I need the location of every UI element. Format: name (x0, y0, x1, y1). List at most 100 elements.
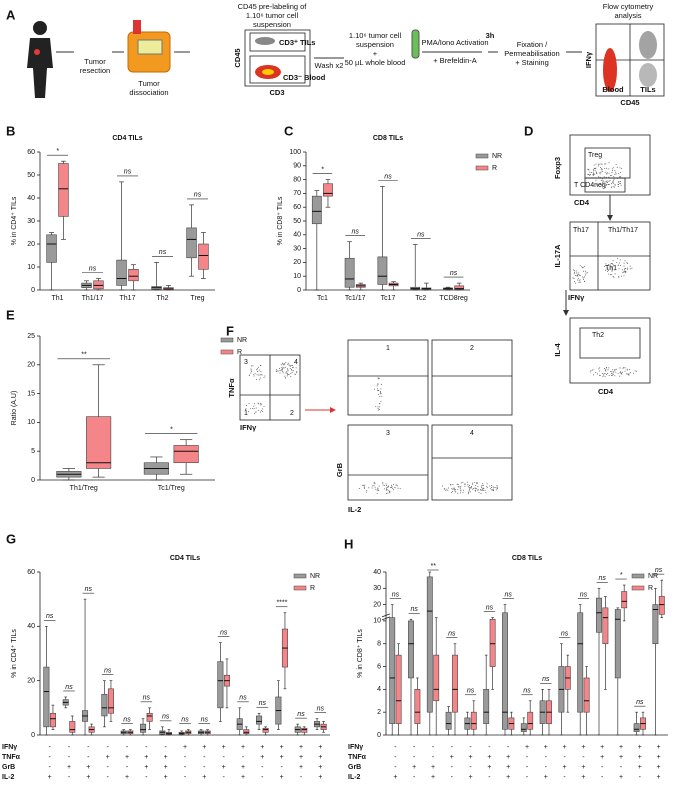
event-dot (288, 364, 290, 366)
combo-sign: + (657, 754, 661, 761)
quadrant-label: 1 (244, 410, 248, 417)
event-dot (284, 375, 286, 377)
combo-sign: - (451, 764, 454, 771)
box (502, 612, 508, 730)
gate (579, 327, 641, 359)
event-dot (258, 403, 260, 405)
combo-sign: + (657, 744, 661, 751)
event-dot (291, 365, 293, 367)
event-dot (277, 370, 279, 372)
event-dot (468, 492, 470, 494)
event-dot (608, 367, 610, 369)
event-dot (586, 272, 588, 274)
tube (133, 20, 141, 34)
event-dot (252, 365, 254, 367)
event-dot (604, 167, 606, 169)
y-tick-label: 2 (377, 709, 381, 716)
y-tick-label: 30 (373, 585, 381, 592)
box (198, 243, 209, 270)
event-dot (592, 175, 594, 177)
box (140, 723, 147, 733)
event-dot (377, 408, 379, 410)
event-dot (620, 167, 622, 169)
combo-sign: + (280, 754, 284, 761)
combo-sign: + (581, 774, 585, 781)
event-dot (627, 268, 629, 270)
event-dot (382, 482, 384, 484)
box (243, 729, 250, 734)
y-tick-label: 70 (293, 190, 301, 197)
event-dot (583, 278, 585, 280)
chart-title: CD8 TILs (512, 555, 542, 562)
event-dot (284, 363, 286, 365)
event-dot (573, 273, 575, 275)
y-tick-label: 0 (31, 732, 35, 739)
event-dot (258, 374, 260, 376)
event-dot (256, 369, 258, 371)
event-dot (613, 276, 615, 278)
event-dot (260, 404, 262, 406)
combo-sign: + (619, 744, 623, 751)
box (602, 607, 609, 645)
event-dot (615, 173, 617, 175)
event-dot (619, 259, 621, 261)
y-tick-label: 60 (293, 204, 301, 211)
combo-sign: + (544, 774, 548, 781)
combo-sign: - (126, 744, 129, 751)
axis-label: IL-2 (348, 505, 361, 514)
panel-letter: E (6, 307, 15, 322)
event-dot (634, 370, 636, 372)
event-dot (573, 271, 575, 273)
event-dot (376, 385, 378, 387)
event-dot (608, 374, 610, 376)
event-dot (636, 370, 638, 372)
significance-label: **** (276, 600, 287, 607)
event-dot (606, 180, 608, 182)
event-dot (261, 374, 263, 376)
combo-sign: + (299, 764, 303, 771)
event-dot (287, 369, 289, 371)
x-tick-label: Th2 (156, 295, 168, 302)
combo-sign: + (563, 744, 567, 751)
event-dot (386, 487, 388, 489)
event-dot (629, 369, 631, 371)
x-tick-label: TCD8reg (439, 295, 468, 302)
combo-sign: - (469, 764, 472, 771)
box (323, 183, 333, 197)
event-dot (279, 369, 281, 371)
event-dot (285, 361, 287, 363)
y-tick-label: 8 (377, 641, 381, 648)
axis-label: CD4 (574, 198, 590, 207)
event-dot (604, 184, 606, 186)
event-dot (490, 486, 492, 488)
event-dot (626, 262, 628, 264)
event-dot (476, 488, 478, 490)
event-dot (388, 490, 390, 492)
event-dot (602, 182, 604, 184)
event-dot (627, 262, 629, 264)
step-text: 1.10⁶ tumor cell (246, 11, 299, 20)
combo-sign: + (125, 774, 129, 781)
box (377, 256, 388, 285)
event-dot (596, 373, 598, 375)
event-dot (617, 373, 619, 375)
event-dot (382, 484, 384, 486)
box (173, 445, 199, 464)
gate-label: Th1 (605, 265, 617, 272)
event-dot (371, 487, 373, 489)
event-dot (605, 176, 607, 178)
event-dot (623, 262, 625, 264)
event-dot (257, 368, 259, 370)
significance-label: ns (486, 604, 494, 611)
box (301, 727, 308, 733)
event-dot (619, 372, 621, 374)
event-dot (606, 172, 608, 174)
event-dot (575, 275, 577, 277)
event-dot (474, 489, 476, 491)
y-tick-label: 80 (293, 176, 301, 183)
event-dot (462, 492, 464, 494)
event-dot (607, 369, 609, 371)
legend-label: R (492, 165, 497, 172)
combo-sign: + (125, 754, 129, 761)
event-dot (611, 174, 613, 176)
